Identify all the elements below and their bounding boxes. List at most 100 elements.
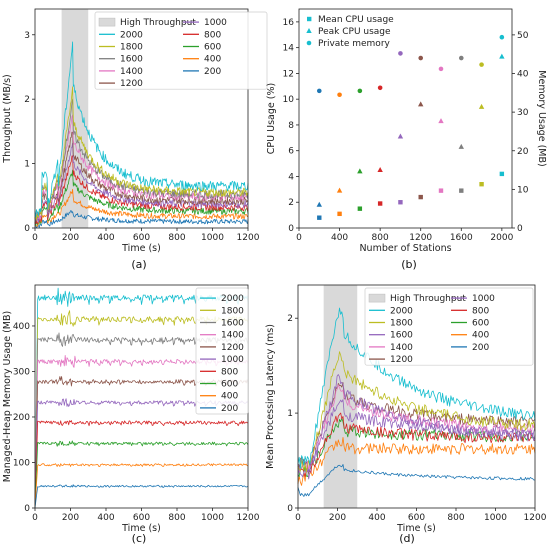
legend: High Throughput 2000 1800 1600 1400 1200 1000 8…: [94, 11, 268, 90]
x-tick-label: 600: [133, 233, 150, 243]
legend-label: 1200: [390, 355, 413, 365]
x-axis-label: Time (s): [121, 243, 161, 254]
legend-label: 600: [221, 380, 238, 390]
legend-label: 1600: [221, 319, 244, 329]
series-line-400: [34, 463, 249, 509]
y-tick-label: 0: [24, 224, 30, 234]
y2-tick-label: 40: [517, 70, 529, 80]
panel-caption: (b): [401, 258, 417, 271]
marker-peak-cpu: [458, 143, 464, 149]
marker-mean-cpu: [377, 201, 383, 206]
marker-peak-cpu: [438, 118, 444, 124]
y-tick-label: 12: [283, 69, 294, 79]
y-tick-label: 0: [287, 504, 293, 514]
x-tick-label: 800: [168, 233, 185, 243]
panel-caption: (c): [132, 532, 147, 545]
legend-label: 1000: [472, 294, 495, 304]
x-tick-label: 1000: [201, 513, 224, 523]
series-line-400: [34, 188, 249, 227]
legend-label: 200: [472, 343, 489, 353]
legend: High Throughput 2000 1800 1600 1400 1200 1000 8…: [364, 287, 534, 366]
legend-label: 400: [204, 55, 221, 65]
series-line-800: [297, 412, 536, 477]
legend-label: 1000: [204, 18, 227, 28]
x-tick-label: 0: [32, 233, 38, 243]
marker-mean-cpu: [398, 200, 403, 205]
marker-peak-cpu: [418, 101, 424, 107]
legend-label: 200: [204, 67, 221, 77]
legend-label: 600: [204, 43, 221, 53]
y2-tick-label: 30: [517, 108, 529, 118]
marker-peak-cpu: [499, 53, 505, 59]
legend-label: 800: [472, 306, 489, 316]
x-tick-label: 0: [295, 513, 301, 523]
y2-tick-label: 0: [517, 224, 523, 234]
x-tick-label: 400: [97, 233, 114, 243]
series-line-800: [34, 420, 249, 509]
marker-mean-cpu: [337, 211, 342, 217]
marker-private-memory: [418, 55, 424, 61]
x-tick-label: 1200: [237, 513, 260, 523]
y-tick-label: 14: [283, 44, 295, 54]
x-tick-label: 1200: [409, 233, 432, 243]
legend-label: 800: [204, 30, 221, 40]
legend-label: High Throughput: [390, 294, 466, 304]
y-tick-label: 2: [24, 95, 30, 105]
legend-label: Mean CPU usage: [318, 15, 394, 25]
legend-swatch: [368, 293, 386, 303]
y2-axis-label: Memory Usage (MB): [536, 70, 547, 166]
y-axis-label: Managed-Heap Memory Usage (MB): [2, 311, 13, 482]
legend-label: 1600: [120, 55, 143, 65]
y-tick-label: 4: [288, 172, 294, 182]
series-line-1600: [34, 98, 249, 222]
legend-label: 1200: [120, 79, 143, 89]
legend-label: 400: [472, 331, 489, 341]
x-tick-label: 800: [168, 513, 185, 523]
x-tick-label: 200: [62, 233, 79, 243]
legend-label: 2000: [390, 306, 413, 316]
y-tick-label: 6: [288, 147, 294, 157]
legend-label: 1800: [390, 319, 413, 329]
x-tick-label: 400: [368, 513, 385, 523]
legend-swatch: [98, 17, 116, 27]
y-tick-label: 400: [13, 322, 30, 332]
x-tick-label: 600: [133, 513, 150, 523]
x-axis-label: Number of Stations: [359, 243, 451, 254]
marker-private-memory: [337, 92, 342, 98]
series-line-200: [34, 484, 249, 509]
x-axis-label: Time (s): [396, 523, 436, 534]
legend-label: 800: [221, 367, 238, 377]
marker-peak-cpu: [316, 201, 322, 207]
panel-caption: (a): [131, 258, 146, 271]
y-tick-label: 3: [24, 31, 30, 41]
marker-peak-cpu: [478, 103, 485, 109]
y-tick-label: 0: [24, 504, 30, 514]
legend-frame: [364, 287, 534, 366]
y-tick-label: 16: [283, 18, 295, 28]
series-line-1600: [297, 374, 536, 480]
marker-private-memory: [458, 55, 464, 61]
legend-label: 1400: [390, 343, 413, 353]
marker-private-memory: [316, 88, 322, 94]
legend-marker: [306, 40, 312, 46]
series-line-600: [34, 440, 249, 509]
y-tick-label: 2: [287, 314, 293, 324]
marker-private-memory: [499, 34, 505, 40]
legend-label: 1600: [390, 331, 413, 341]
marker-peak-cpu: [357, 168, 363, 174]
legend: 2000 1800 1600 1400 1200 1000 800 600 400 200: [195, 287, 249, 415]
series-line-2000: [297, 307, 536, 469]
marker-private-memory: [357, 88, 363, 94]
panel-c: 0 200 400 600 800 1000 1200 0 100 200 300 400 Time (…: [2, 284, 260, 545]
legend-label: 1800: [221, 306, 244, 316]
marker-peak-cpu: [397, 133, 404, 139]
y-tick-label: 10: [283, 95, 295, 105]
legend-label: Peak CPU usage: [318, 27, 391, 37]
x-tick-label: 1200: [237, 233, 260, 243]
x-tick-label: 0: [296, 233, 302, 243]
legend-label: High Throughput: [120, 18, 196, 28]
marker-private-memory: [479, 62, 484, 67]
x-tick-label: 400: [331, 233, 348, 243]
x-tick-label: 400: [97, 513, 114, 523]
